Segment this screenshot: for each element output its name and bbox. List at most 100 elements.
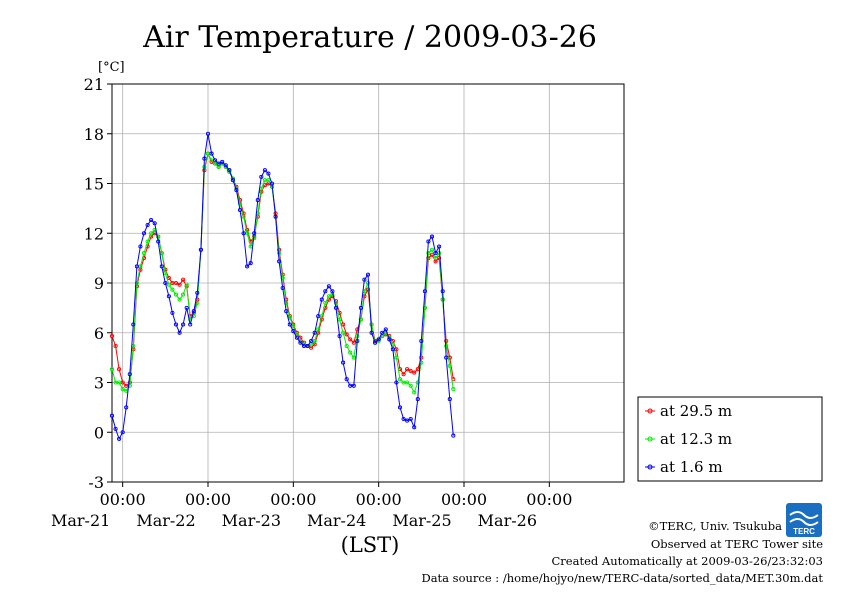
data-point: [138, 244, 143, 249]
data-point: [451, 433, 456, 438]
data-point: [241, 214, 246, 219]
data-point: [262, 168, 267, 173]
x-axis-label: (LST): [341, 533, 400, 557]
data-point: [287, 322, 292, 327]
data-point: [330, 289, 335, 294]
data-point: [273, 214, 278, 219]
data-point: [433, 256, 438, 261]
data-point: [291, 329, 296, 334]
data-point: [277, 251, 282, 256]
data-point: [323, 300, 328, 305]
data-point: [344, 377, 349, 382]
data-point: [397, 405, 403, 410]
y-tick-label: -3: [88, 473, 104, 492]
data-point: [426, 251, 431, 256]
data-point: [117, 367, 122, 372]
data-point: [323, 289, 328, 294]
data-point: [344, 332, 349, 337]
data-point: [405, 367, 410, 372]
y-tick-label: 0: [94, 423, 104, 442]
series-layer: [109, 131, 456, 441]
data-point: [280, 285, 285, 291]
data-point: [134, 264, 139, 269]
data-point: [177, 282, 182, 287]
data-point: [333, 305, 339, 310]
data-point: [266, 178, 271, 183]
data-point: [351, 340, 356, 345]
data-point: [170, 310, 175, 315]
data-point: [109, 367, 115, 372]
wave-icon: [789, 518, 819, 526]
data-point: [120, 387, 125, 392]
data-point: [166, 294, 171, 299]
data-point: [437, 244, 442, 249]
data-point: [209, 151, 214, 156]
data-point: [117, 436, 122, 441]
data-point: [362, 277, 367, 282]
data-point: [309, 338, 314, 344]
data-point: [230, 178, 235, 183]
data-point: [241, 231, 246, 236]
data-point: [234, 188, 239, 193]
data-point: [255, 198, 260, 203]
data-point: [124, 405, 129, 410]
data-point: [284, 309, 289, 314]
y-tick-label: 12: [84, 224, 104, 243]
data-point: [316, 327, 321, 332]
data-point: [383, 327, 388, 332]
data-point: [405, 418, 410, 423]
data-point: [412, 425, 417, 430]
data-point: [348, 337, 353, 342]
terc-logo: TERC: [786, 503, 822, 537]
data-point: [444, 355, 449, 360]
data-point: [156, 234, 161, 239]
data-point: [326, 284, 331, 289]
y-tick-label: 15: [84, 175, 104, 194]
data-point: [131, 322, 136, 327]
chart-title: Air Temperature / 2009-03-26: [142, 20, 597, 55]
series-line: [111, 133, 454, 441]
data-point: [355, 338, 360, 344]
data-point: [120, 430, 125, 435]
data-point: [266, 171, 271, 176]
legend: at 29.5 m at 12.3 m at 1.6 m: [637, 396, 823, 482]
data-point: [426, 239, 431, 244]
data-point: [177, 330, 182, 335]
data-point: [373, 340, 378, 345]
data-point: [163, 280, 168, 286]
observed-text: Observed at TERC Tower site: [651, 537, 823, 551]
x-tick-date: Mar-24: [307, 511, 366, 530]
data-point: [159, 264, 164, 269]
data-point: [173, 280, 179, 286]
data-point: [181, 322, 186, 327]
data-point: [149, 217, 154, 223]
data-point: [152, 221, 157, 226]
data-point: [412, 390, 417, 395]
data-point: [344, 343, 349, 349]
data-point: [415, 380, 420, 385]
data-point: [141, 231, 147, 236]
x-tick-date: Mar-22: [136, 511, 195, 530]
data-point: [237, 207, 243, 213]
data-point: [316, 314, 321, 319]
data-point: [220, 159, 225, 164]
data-point: [262, 183, 267, 188]
data-point: [394, 355, 399, 360]
data-point: [387, 337, 392, 342]
data-point: [269, 181, 275, 186]
x-tick-date: Mar-21: [51, 511, 110, 530]
source-text: Data source : /home/hojyo/new/TERC-data/…: [421, 571, 823, 585]
data-point: [166, 282, 171, 287]
data-point: [294, 335, 299, 340]
data-point: [277, 259, 282, 264]
data-point: [156, 239, 161, 244]
created-text: Created Automatically at 2009-03-26/23:3…: [552, 554, 824, 568]
x-tick-date: Mar-26: [478, 511, 537, 530]
data-point: [429, 234, 435, 239]
y-axis-unit: [°C]: [98, 60, 125, 75]
data-point: [312, 330, 317, 335]
data-point: [429, 247, 435, 252]
data-point: [376, 337, 381, 342]
x-tick-time: 00:00: [441, 490, 487, 509]
data-point: [419, 338, 424, 344]
